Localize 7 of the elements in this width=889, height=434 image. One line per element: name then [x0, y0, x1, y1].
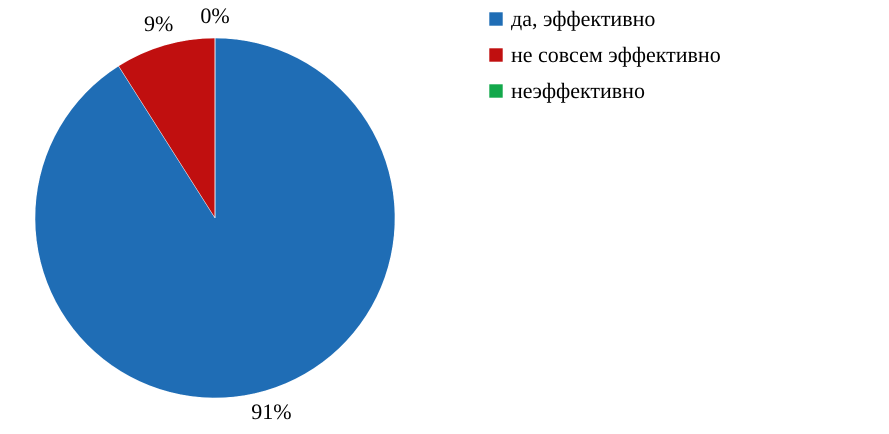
legend-label: не совсем эффективно [511, 42, 721, 67]
legend-label: да, эффективно [511, 6, 656, 31]
legend-label: неэффективно [511, 78, 645, 103]
data-label: 91% [251, 398, 292, 424]
data-label: 9% [144, 11, 174, 36]
pie-slice [34, 38, 396, 398]
text: 0% [200, 3, 230, 28]
